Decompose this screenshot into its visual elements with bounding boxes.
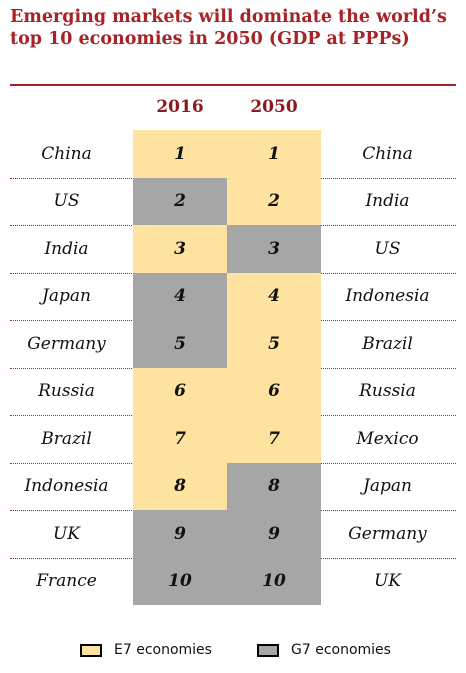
rank-cell-2016: 1: [133, 130, 227, 178]
rank-cell-2016: 6: [133, 367, 227, 415]
country-2050: China: [362, 143, 413, 164]
table-row: Indonesia 8 8 Japan: [0, 462, 466, 510]
country-2016: China: [41, 143, 92, 164]
country-2016: Japan: [42, 286, 91, 307]
table-row: India 3 3 US: [0, 225, 466, 273]
rank-cell-2050: 10: [227, 557, 321, 605]
rank-cell-2016: 10: [133, 557, 227, 605]
country-2016: Brazil: [41, 428, 92, 449]
country-2050: US: [374, 238, 401, 259]
chart-title: Emerging markets will dominate the world…: [10, 7, 447, 49]
year-header-2050: 2050: [250, 97, 298, 117]
country-2050: Brazil: [362, 333, 413, 354]
rank-cell-2016: 5: [133, 320, 227, 368]
country-2050: Mexico: [356, 428, 419, 449]
rank-cell-2016: 4: [133, 272, 227, 320]
rank-cell-2050: 2: [227, 177, 321, 225]
rank-cell-2050: 1: [227, 130, 321, 178]
country-2016: India: [44, 238, 89, 259]
rank-cell-2050: 3: [227, 225, 321, 273]
table-row: Brazil 7 7 Mexico: [0, 415, 466, 463]
rank-cell-2016: 7: [133, 415, 227, 463]
table-row: UK 9 9 Germany: [0, 510, 466, 558]
country-2016: Germany: [27, 333, 106, 354]
country-2050: Russia: [359, 381, 416, 402]
country-2016: France: [36, 571, 97, 592]
country-2050: India: [365, 191, 410, 212]
year-header-2016: 2016: [156, 97, 204, 117]
country-2016: US: [53, 191, 80, 212]
country-2050: Japan: [363, 476, 412, 497]
legend-e7: E7 economies: [80, 640, 212, 660]
rank-cell-2016: 8: [133, 462, 227, 510]
rank-cell-2050: 8: [227, 462, 321, 510]
rank-cell-2050: 4: [227, 272, 321, 320]
rank-cell-2050: 7: [227, 415, 321, 463]
rank-cell-2050: 9: [227, 510, 321, 558]
table-row: China 1 1 China: [0, 130, 466, 178]
table-row: Russia 6 6 Russia: [0, 367, 466, 415]
g7-swatch: [257, 643, 279, 657]
legend-e7-label: E7 economies: [114, 642, 212, 658]
rank-cell-2050: 5: [227, 320, 321, 368]
country-2016: Russia: [38, 381, 95, 402]
rank-cell-2016: 2: [133, 177, 227, 225]
table-row: US 2 2 India: [0, 177, 466, 225]
rank-cell-2016: 9: [133, 510, 227, 558]
country-2016: UK: [52, 523, 81, 544]
title-divider: [10, 84, 456, 86]
country-2016: Indonesia: [24, 476, 109, 497]
rank-cell-2016: 3: [133, 225, 227, 273]
country-2050: Germany: [348, 523, 427, 544]
legend-g7: G7 economies: [257, 640, 391, 660]
table-row: Japan 4 4 Indonesia: [0, 272, 466, 320]
e7-swatch: [80, 643, 102, 657]
country-2050: UK: [373, 571, 402, 592]
rank-cell-2050: 6: [227, 367, 321, 415]
table-row: France 10 10 UK: [0, 557, 466, 605]
legend-g7-label: G7 economies: [291, 642, 391, 658]
table-row: Germany 5 5 Brazil: [0, 320, 466, 368]
country-2050: Indonesia: [345, 286, 430, 307]
